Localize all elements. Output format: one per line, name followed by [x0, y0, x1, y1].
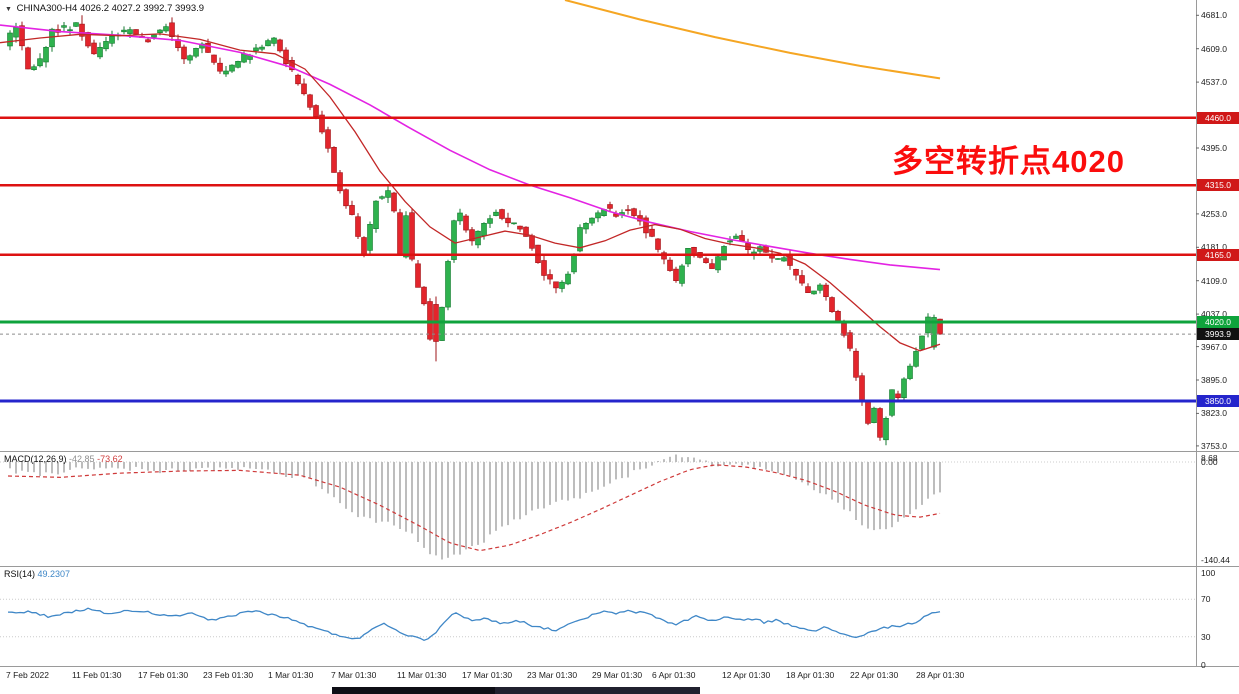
macd-signal-value: -73.62 — [97, 454, 123, 464]
macd-indicator-label: MACD(12,26,9) -42.85 -73.62 — [4, 454, 123, 464]
chart-shift-icon: ▼ — [5, 6, 12, 13]
rsi-indicator-label: RSI(14) 49.2307 — [4, 569, 70, 579]
taskbar-fragment[interactable] — [332, 687, 495, 694]
symbol-name: CHINA300-H4 — [16, 3, 78, 14]
rsi-name: RSI(14) — [4, 569, 36, 579]
macd-histogram — [9, 454, 941, 560]
taskbar-fragment-2[interactable] — [495, 687, 700, 694]
ma-long-orange-line — [564, 0, 941, 80]
macd-name: MACD(12,26,9) — [4, 454, 67, 464]
rsi-line — [7, 607, 941, 642]
ma-slow-magenta-line — [0, 24, 941, 271]
symbol-ohlc-label: ▼ CHINA300-H4 4026.2 4027.2 3992.7 3993.… — [5, 3, 204, 14]
time-axis[interactable] — [0, 667, 1196, 687]
macd-signal-line — [7, 464, 941, 552]
candles-layer — [7, 15, 943, 446]
rsi-value: 49.2307 — [37, 569, 71, 579]
macd-main-value: -42.85 — [69, 454, 95, 464]
annotation-text[interactable]: 多空转折点4020 — [892, 144, 1125, 179]
ma-fast-red-line — [0, 33, 941, 352]
price-axis[interactable] — [1196, 0, 1239, 667]
ohlc-values: 4026.2 4027.2 3992.7 3993.9 — [79, 3, 205, 14]
